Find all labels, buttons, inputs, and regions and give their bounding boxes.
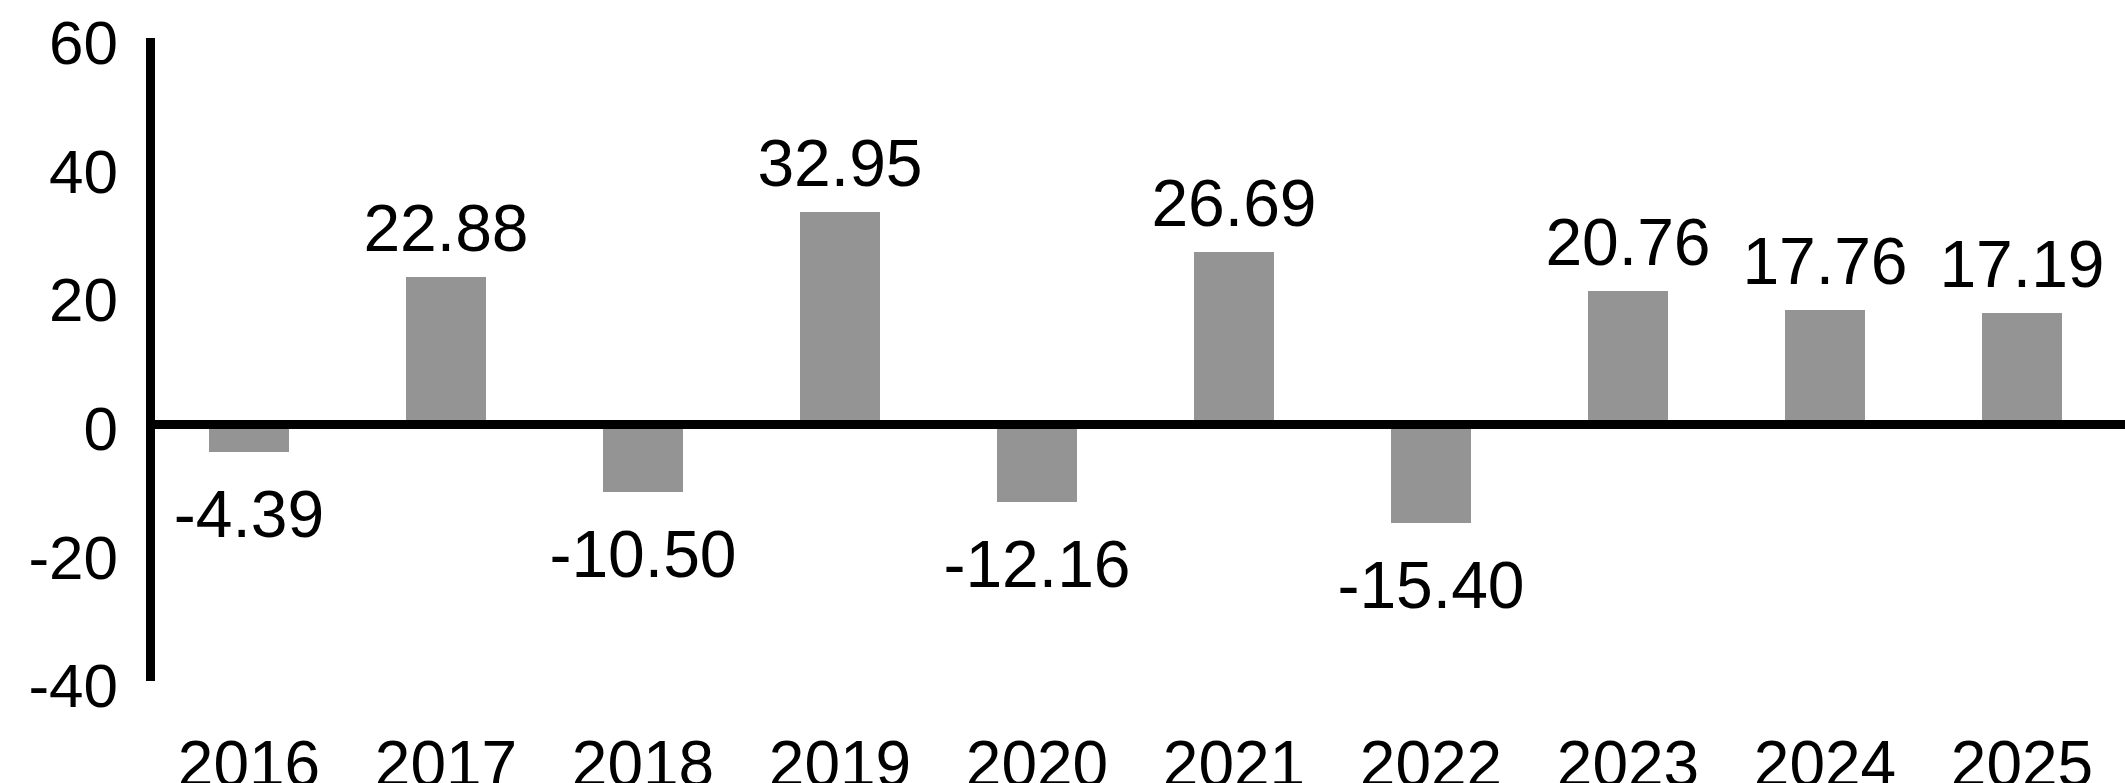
value-label-2018: -10.50 (513, 521, 773, 587)
bar-2022 (1391, 424, 1471, 523)
bar-2019 (800, 212, 880, 424)
x-tick-label-2025: 2025 (1922, 732, 2122, 783)
x-tick-label-2022: 2022 (1331, 732, 1531, 783)
value-label-2022: -15.40 (1301, 552, 1561, 618)
value-label-2025: 17.19 (1892, 231, 2125, 297)
y-tick-label: 20 (0, 269, 118, 331)
value-label-2017: 22.88 (316, 195, 576, 261)
x-tick-label-2024: 2024 (1725, 732, 1925, 783)
x-tick-label-2020: 2020 (937, 732, 1137, 783)
y-tick-label: 0 (0, 398, 118, 460)
value-label-2019: 32.95 (710, 130, 970, 196)
value-label-2021: 26.69 (1104, 170, 1364, 236)
y-tick-label: -20 (0, 527, 118, 589)
x-tick-label-2023: 2023 (1528, 732, 1728, 783)
x-tick-label-2018: 2018 (543, 732, 743, 783)
x-tick-label-2019: 2019 (740, 732, 940, 783)
bar-2017 (406, 277, 486, 424)
bar-2020 (997, 424, 1077, 502)
bar-2021 (1194, 252, 1274, 424)
bar-chart: 60 40 20 0 -20 -40 -4.39 22.88 -10.50 32.95 -12.1… (0, 0, 2125, 783)
value-label-2016: -4.39 (119, 481, 379, 547)
value-label-2020: -12.16 (907, 531, 1167, 597)
x-tick-label-2016: 2016 (149, 732, 349, 783)
x-tick-label-2021: 2021 (1134, 732, 1334, 783)
y-axis-line (146, 38, 155, 681)
x-tick-label-2017: 2017 (346, 732, 546, 783)
bar-2025 (1982, 313, 2062, 424)
bar-2018 (603, 424, 683, 492)
bar-2024 (1785, 310, 1865, 424)
y-tick-label: -40 (0, 655, 118, 717)
zero-baseline (146, 420, 2125, 429)
y-tick-label: 60 (0, 12, 118, 74)
y-tick-label: 40 (0, 141, 118, 203)
bar-2023 (1588, 291, 1668, 424)
